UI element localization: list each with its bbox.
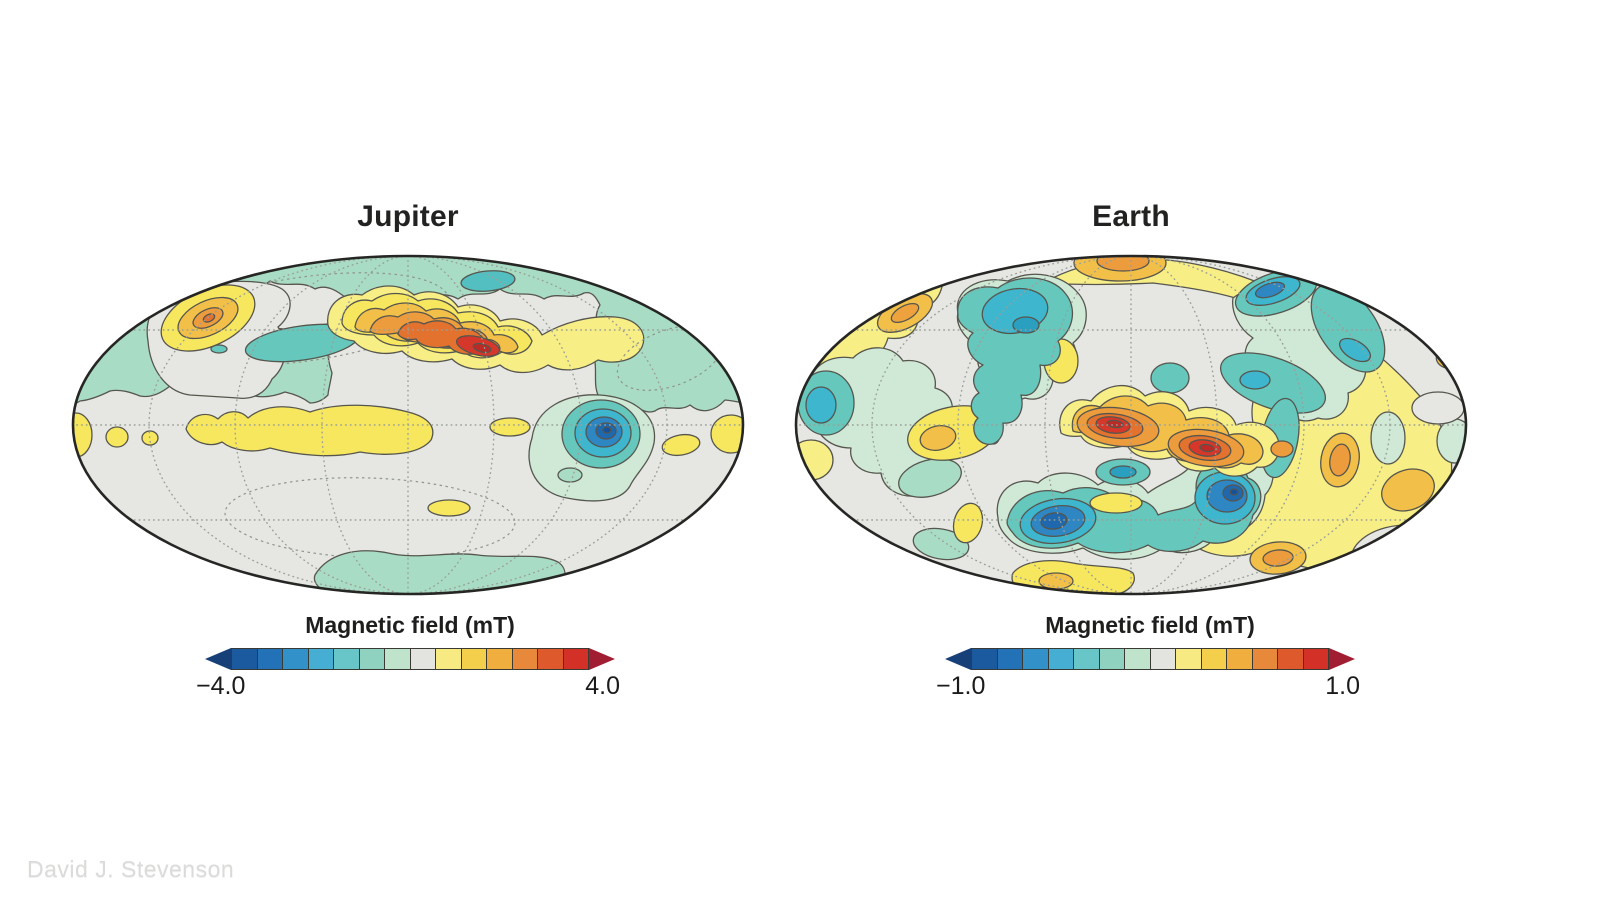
colorbar-cell (1150, 649, 1176, 669)
colorbar-cell (538, 649, 564, 669)
earth-colorbar-ticks: −1.0 1.0 (936, 672, 1360, 701)
jupiter-map (71, 254, 745, 596)
colorbar-cell (563, 649, 588, 669)
colorbar-cell (1227, 649, 1253, 669)
colorbar-cell (1125, 649, 1151, 669)
watermark: David J. Stevenson (27, 856, 235, 882)
colorbar-cell (1023, 649, 1049, 669)
earth-map-outline (794, 254, 1468, 596)
jupiter-tick-min: −4.0 (196, 672, 246, 700)
colorbar-cell (1252, 649, 1278, 669)
earth-colorbar (945, 648, 1355, 670)
jupiter-colorbar-ticks: −4.0 4.0 (196, 672, 620, 701)
colorbar-cell (512, 649, 538, 669)
colorbar-cell (385, 649, 411, 669)
earth-contours (796, 256, 1466, 594)
colorbar-cell (1176, 649, 1202, 669)
colorbar-cell (461, 649, 487, 669)
earth-tick-max: 1.0 (1325, 672, 1360, 700)
colorbar-cell (232, 649, 258, 669)
earth-map (794, 254, 1468, 596)
jupiter-map-outline (71, 254, 745, 596)
colorbar-cell (1303, 649, 1328, 669)
jupiter-graticule (73, 256, 743, 594)
colorbar-cell (972, 649, 998, 669)
earth-colorbar-label: Magnetic field (mT) (1045, 612, 1255, 638)
colorbar-cell (334, 649, 360, 669)
colorbar-cell (1074, 649, 1100, 669)
colorbar-cell (1201, 649, 1227, 669)
colorbar-cell (257, 649, 283, 669)
colorbar-cell (997, 649, 1023, 669)
earth-graticule (796, 256, 1466, 594)
colorbar-cell (1048, 649, 1074, 669)
colorbar-cell (283, 649, 309, 669)
colorbar-cell (487, 649, 513, 669)
colorbar-cells (971, 648, 1329, 670)
colorbar-arrow-left (205, 648, 231, 670)
colorbar-cell (436, 649, 462, 669)
colorbar-cells (231, 648, 589, 670)
jupiter-tick-max: 4.0 (585, 672, 620, 700)
colorbar-arrow-right (1329, 648, 1355, 670)
earth-title: Earth (1092, 200, 1170, 233)
colorbar-arrow-left (945, 648, 971, 670)
colorbar-cell (308, 649, 334, 669)
colorbar-cell (410, 649, 436, 669)
jupiter-colorbar (205, 648, 615, 670)
colorbar-cell (359, 649, 385, 669)
earth-tick-min: −1.0 (936, 672, 986, 700)
jupiter-title: Jupiter (357, 200, 459, 233)
jupiter-colorbar-label: Magnetic field (mT) (305, 612, 515, 638)
colorbar-cell (1099, 649, 1125, 669)
colorbar-cell (1278, 649, 1304, 669)
colorbar-arrow-right (589, 648, 615, 670)
